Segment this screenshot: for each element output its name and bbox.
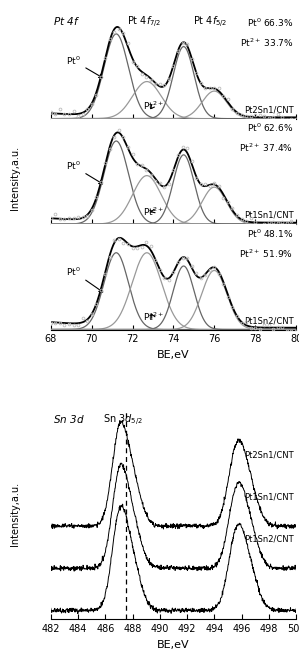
- Text: Pt$^{2+}$ 51.9%: Pt$^{2+}$ 51.9%: [239, 247, 294, 260]
- Text: Pt1Sn2/CNT: Pt1Sn2/CNT: [244, 316, 294, 326]
- Text: Pt1Sn2/CNT: Pt1Sn2/CNT: [244, 535, 293, 544]
- Text: Pt$^{2+}$: Pt$^{2+}$: [143, 205, 164, 217]
- Text: Pt2Sn1/CNT: Pt2Sn1/CNT: [244, 451, 293, 459]
- Text: Pt$^0$: Pt$^0$: [66, 55, 103, 78]
- X-axis label: BE,eV: BE,eV: [157, 640, 190, 650]
- Text: Pt$^0$ 48.1%: Pt$^0$ 48.1%: [247, 227, 294, 240]
- Text: Pt2Sn1/CNT: Pt2Sn1/CNT: [244, 105, 294, 115]
- Text: Pt$^0$: Pt$^0$: [66, 160, 103, 184]
- X-axis label: BE,eV: BE,eV: [157, 350, 190, 360]
- Text: Pt$^0$: Pt$^0$: [66, 266, 103, 292]
- Text: Pt$^0$ 66.3%: Pt$^0$ 66.3%: [247, 16, 294, 29]
- Text: Intensity,a.u.: Intensity,a.u.: [10, 146, 20, 210]
- Text: Sn 3$d_{5/2}$: Sn 3$d_{5/2}$: [103, 413, 143, 428]
- Text: Pt$^{2+}$: Pt$^{2+}$: [143, 100, 164, 112]
- Text: Pt1Sn1/CNT: Pt1Sn1/CNT: [244, 211, 294, 220]
- Text: Pt$^{2+}$ 37.4%: Pt$^{2+}$ 37.4%: [239, 142, 294, 154]
- Text: Pt 4$f$: Pt 4$f$: [53, 15, 80, 27]
- Text: Sn 3$d$: Sn 3$d$: [53, 413, 85, 425]
- Text: Pt$^0$ 62.6%: Pt$^0$ 62.6%: [247, 122, 294, 134]
- Text: Pt 4$f_{7/2}$: Pt 4$f_{7/2}$: [127, 15, 161, 30]
- Text: Pt$^{2+}$: Pt$^{2+}$: [143, 310, 164, 323]
- Text: Pt$^{2+}$ 33.7%: Pt$^{2+}$ 33.7%: [240, 36, 294, 49]
- Text: Pt 4$f_{5/2}$: Pt 4$f_{5/2}$: [193, 15, 227, 30]
- Text: Pt1Sn1/CNT: Pt1Sn1/CNT: [244, 493, 293, 501]
- Text: Intensity,a.u.: Intensity,a.u.: [10, 482, 20, 546]
